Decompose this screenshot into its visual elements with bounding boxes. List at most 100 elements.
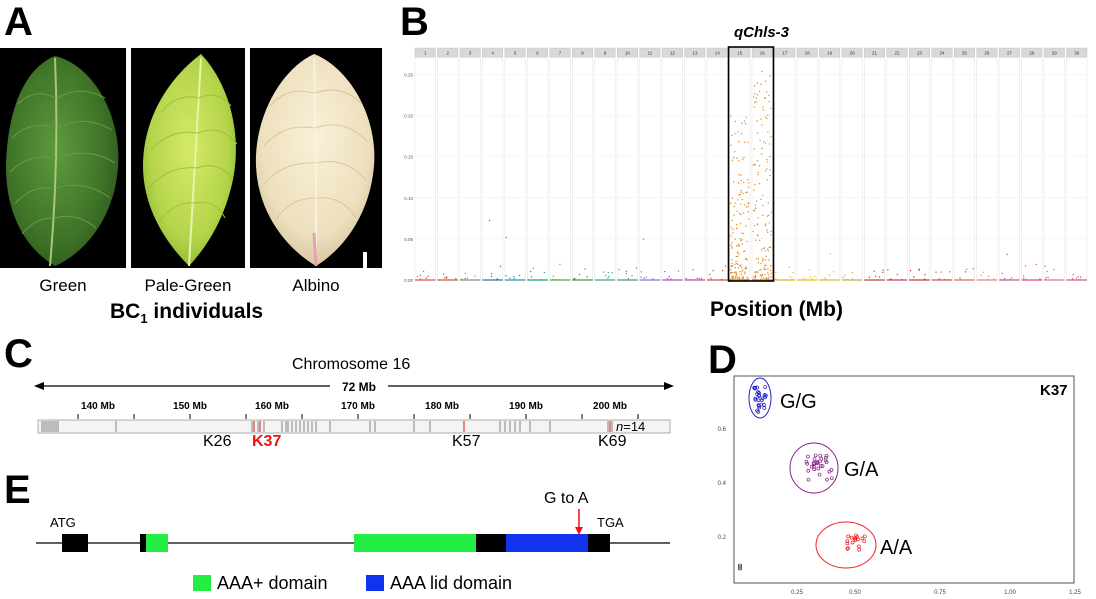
snp-point	[824, 278, 827, 281]
snp-point	[766, 158, 768, 161]
facet-label: 23	[917, 51, 923, 56]
snp-point	[762, 214, 764, 216]
snp-point	[740, 264, 742, 266]
snp-point	[737, 182, 740, 184]
genotype-point	[860, 536, 865, 541]
snp-point	[664, 270, 666, 273]
snp-point	[909, 269, 912, 272]
facet-panel	[594, 57, 616, 281]
snp-point	[741, 271, 743, 273]
facet-panel	[819, 57, 841, 281]
snp-point	[729, 272, 732, 274]
snp-point	[1077, 275, 1079, 278]
snp-point	[765, 265, 767, 267]
snp-point	[737, 263, 739, 266]
exon-3-lid-domain	[506, 534, 588, 552]
snp-point	[754, 204, 756, 206]
snp-point	[761, 194, 764, 197]
snp-point	[766, 161, 769, 163]
snp-point	[738, 243, 740, 246]
snp-point	[734, 120, 737, 123]
snp-point	[734, 238, 736, 240]
snp-point	[1008, 278, 1011, 281]
snp-point	[747, 179, 749, 181]
snp-point	[764, 116, 767, 118]
facet-panel	[909, 57, 930, 281]
snp-point	[730, 202, 732, 204]
panel-c-letter: C	[4, 332, 33, 376]
snp-point	[754, 210, 756, 212]
facet-label: 26	[984, 51, 990, 56]
qchls-3-title: qChls-3	[734, 24, 790, 41]
snp-point	[762, 106, 764, 108]
snp-point	[766, 168, 768, 170]
snp-point	[740, 191, 742, 194]
genotype-point	[845, 539, 850, 543]
facet-panel	[661, 57, 683, 281]
snp-point	[643, 277, 646, 279]
snp-point	[618, 268, 620, 271]
snp-point	[732, 232, 734, 234]
snp-point	[765, 259, 767, 261]
snp-point	[755, 239, 757, 241]
facet-label: 10	[625, 51, 631, 56]
marker-k57: K57	[452, 433, 481, 450]
snp-point	[739, 271, 741, 273]
facet-label: 20	[850, 51, 856, 56]
snp-point	[700, 277, 703, 280]
facet-label: 3	[469, 51, 472, 56]
snp-point	[625, 272, 628, 275]
snp-point	[735, 272, 737, 275]
snp-point	[757, 217, 760, 219]
genotype-point	[756, 390, 760, 394]
snp-point	[736, 252, 739, 254]
panel-d-letter: D	[708, 338, 737, 382]
x-tick-1-00: 1.00	[1004, 590, 1016, 596]
x-tick-0-25: 0.25	[791, 590, 803, 596]
snp-point	[730, 144, 732, 146]
snp-point	[490, 273, 493, 275]
snp-point	[443, 277, 446, 279]
pale-green-leaf-image	[143, 54, 238, 267]
snp-point	[1006, 253, 1009, 256]
snp-point	[829, 253, 832, 255]
snp-point	[756, 132, 759, 134]
chromosome-facets: 1 2 3 4 5 6 7 8 9 10 11 12 13 14 15 16 17 18 19 20 21 22 23 24 2…	[414, 47, 1088, 281]
snp-point	[763, 247, 766, 249]
snp-point	[729, 269, 732, 271]
snp-point	[732, 271, 734, 274]
snp-point	[752, 209, 755, 212]
legend-aaa-swatch	[193, 575, 211, 591]
snp-point	[745, 257, 747, 260]
snp-point	[513, 277, 515, 280]
snp-point	[734, 132, 736, 135]
snp-point	[760, 249, 763, 251]
snp-point	[586, 276, 588, 278]
facet-panel	[886, 57, 908, 281]
snp-point	[738, 140, 740, 143]
facet-panel	[482, 57, 504, 281]
snp-point	[461, 278, 463, 281]
snp-point	[746, 259, 748, 261]
snp-point	[731, 159, 734, 161]
snp-point	[770, 136, 772, 138]
snp-point	[766, 215, 768, 217]
snp-point	[741, 243, 743, 245]
snp-point	[769, 143, 771, 145]
genotype-point	[857, 547, 862, 552]
snp-point	[746, 240, 748, 243]
snp-point	[738, 277, 740, 280]
snp-point	[740, 132, 743, 135]
genotype-point	[850, 540, 855, 545]
snp-point	[532, 267, 534, 270]
facet-strip	[1021, 47, 1043, 58]
panel-a-letter: A	[4, 0, 33, 44]
snp-point	[946, 279, 949, 281]
facet-panel	[684, 57, 706, 281]
snp-point	[765, 91, 768, 93]
facet-label: 22	[895, 51, 901, 56]
snp-point	[809, 276, 811, 278]
snp-point	[756, 270, 758, 273]
facet-strip	[774, 47, 796, 58]
facet-strip	[819, 47, 841, 58]
